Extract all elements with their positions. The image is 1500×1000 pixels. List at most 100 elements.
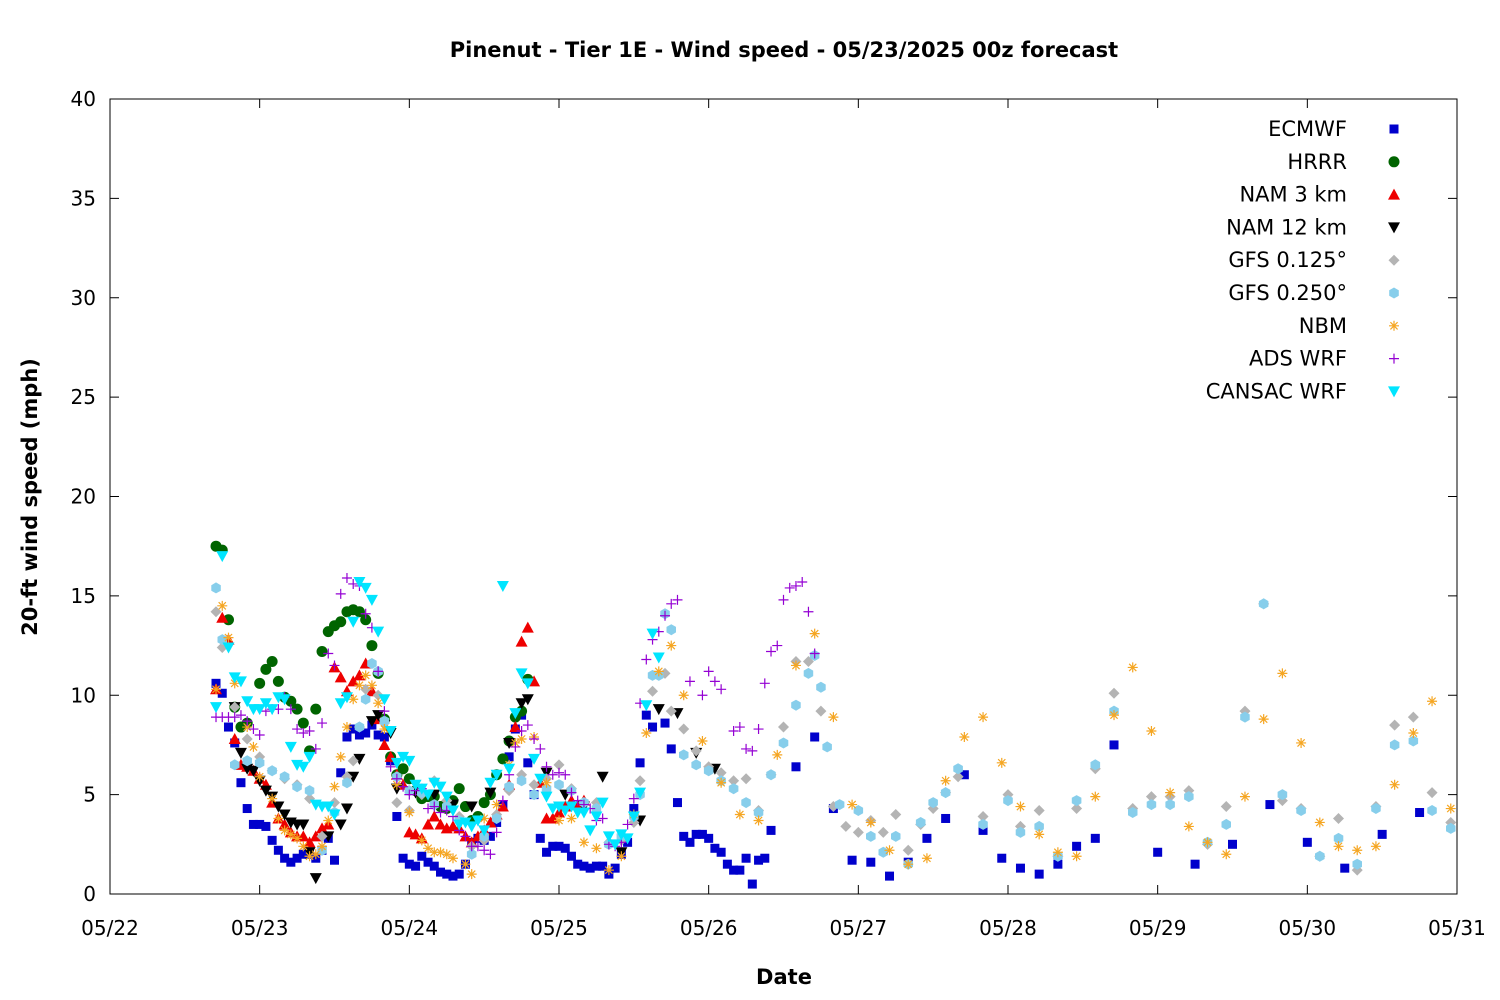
data-point [509,708,522,720]
data-point [267,793,278,804]
data-point [573,859,583,869]
data-point [691,829,701,839]
x-tick-label: 05/28 [979,916,1037,940]
data-point [266,704,279,716]
data-point [728,726,739,737]
data-point [790,660,801,671]
data-point [241,733,253,745]
data-point [566,787,577,798]
data-point [959,731,970,742]
data-point [641,710,651,720]
data-point [672,798,682,808]
data-point [236,778,246,788]
data-point [734,722,745,733]
data-point [852,826,864,838]
data-point [248,741,259,752]
data-point [666,624,676,636]
data-point [398,781,409,792]
data-point [660,718,670,728]
data-point [709,676,720,687]
series-cansac-wrf [210,551,665,851]
y-tick-label: 10 [71,683,96,707]
data-point [1015,863,1025,873]
data-point [347,616,360,628]
data-point [640,700,653,712]
data-point [741,743,752,754]
data-point [1220,801,1232,813]
data-point [1258,714,1269,725]
data-point [652,704,665,716]
data-point [541,761,552,772]
data-point [928,797,938,809]
data-point [229,712,240,723]
data-point [304,851,315,862]
legend-label: GFS 0.125° [1228,248,1347,272]
data-point [496,800,509,812]
data-point [1415,808,1425,818]
data-point [616,851,627,862]
data-point [784,582,795,593]
data-point [216,551,229,563]
data-point [722,859,732,869]
data-point [373,666,384,677]
data-point [847,855,857,865]
data-point [310,849,321,860]
data-point [753,815,764,826]
data-point [634,775,646,787]
data-point [479,845,490,856]
data-point [317,718,328,729]
data-point [384,726,397,738]
data-point [503,763,516,775]
data-point [310,743,321,754]
data-point [516,775,527,787]
data-point [840,820,852,832]
data-point [340,692,353,704]
data-point [347,675,360,687]
data-point [316,646,328,658]
data-point [297,761,310,773]
data-point [1165,787,1176,798]
data-point [1071,795,1082,807]
data-point [1071,803,1083,815]
data-point [678,690,689,701]
data-point [428,777,441,789]
data-point [635,758,645,768]
data-point [378,694,391,706]
data-point [342,732,352,742]
data-point [741,853,751,863]
data-point [1221,818,1231,830]
data-point [672,594,683,605]
data-point [228,672,241,684]
data-point [1333,812,1345,824]
data-point [1302,837,1312,847]
data-point [516,726,527,737]
data-point [591,861,601,871]
data-point [716,847,726,857]
data-point [272,675,284,687]
data-point [335,751,346,762]
x-tick-label: 05/31 [1428,916,1486,940]
data-point [523,758,533,768]
data-point [553,801,565,813]
data-point [391,797,403,809]
data-point [309,873,322,885]
data-point [1090,759,1101,771]
data-point [522,720,533,731]
data-point [254,677,266,689]
data-point [255,819,265,829]
data-point [529,733,540,744]
series-nbm [211,600,1456,880]
data-point [447,853,458,864]
data-point [940,787,951,799]
data-point [504,752,514,762]
data-point [373,698,384,709]
legend-label: ECMWF [1268,117,1347,141]
data-point [1003,795,1013,807]
data-point [728,775,740,787]
data-point [323,648,334,659]
data-point [697,829,707,839]
data-point [242,722,253,733]
data-point [1052,847,1063,858]
data-point [273,845,283,855]
data-point [978,825,988,835]
